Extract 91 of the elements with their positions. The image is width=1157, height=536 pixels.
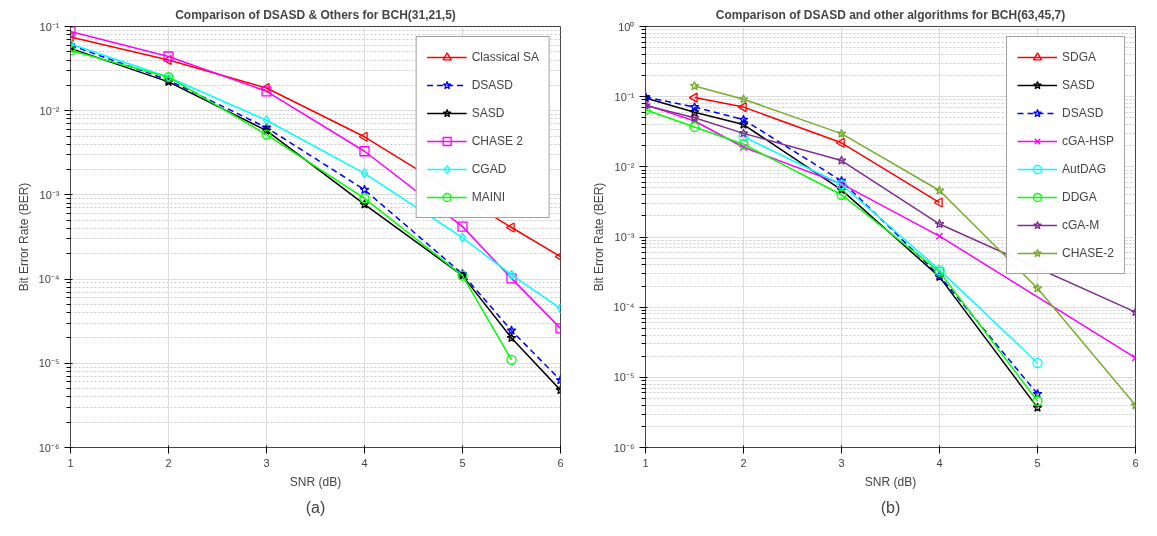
x-tick-label: 5	[1034, 456, 1041, 469]
legend-label: AutDAG	[1061, 162, 1106, 176]
point	[689, 101, 700, 112]
point	[738, 94, 749, 104]
point	[934, 218, 945, 229]
point	[458, 232, 467, 243]
point	[359, 193, 370, 204]
x-tick-label: 3	[263, 456, 270, 469]
point	[506, 332, 517, 343]
y-tick-label: 10⁻²	[39, 104, 60, 117]
point	[1032, 395, 1043, 407]
text: (b)	[880, 498, 901, 516]
legend-label: CHASE 2	[471, 134, 523, 148]
chart-title: Comparison of DSASD & Others for BCH(31,21,5)	[175, 7, 456, 22]
x-tick-label: 2	[165, 456, 172, 469]
point	[163, 51, 174, 62]
text: (a)	[305, 498, 326, 516]
point	[738, 139, 749, 150]
x-axis-title: SNR (dB)	[864, 474, 917, 489]
point	[738, 114, 749, 124]
y-tick-label: 10⁻⁶	[613, 441, 635, 454]
point	[689, 121, 700, 133]
legend-label: DDGA	[1061, 190, 1097, 204]
point	[738, 128, 749, 138]
x-tick-label: 6	[1132, 456, 1139, 469]
point	[360, 168, 369, 179]
y-tick-label: 10⁰	[618, 20, 635, 33]
legend-label: DSASD	[471, 78, 513, 92]
legend-label: MAINI	[471, 190, 505, 204]
point	[933, 197, 943, 208]
point	[359, 199, 370, 209]
legend-label: SASD	[471, 106, 505, 120]
x-tick-label: 4	[936, 456, 943, 469]
point	[689, 112, 700, 123]
y-tick-label: 10⁻¹	[614, 90, 635, 103]
point	[506, 325, 517, 335]
y-tick-label: 10⁻⁵	[38, 357, 60, 370]
y-tick-label: 10⁻⁴	[38, 273, 60, 286]
point	[262, 115, 271, 126]
point	[836, 128, 847, 138]
y-tick-label: 10⁻⁶	[38, 441, 60, 454]
y-tick-label: 10⁻¹	[39, 20, 60, 33]
legend-label: SASD	[1061, 78, 1095, 92]
point	[359, 184, 370, 195]
point	[835, 137, 845, 148]
point	[261, 129, 272, 140]
point	[836, 175, 847, 186]
x-tick-label: 4	[361, 456, 368, 469]
legend-label: Classical SA	[471, 50, 539, 64]
point	[934, 185, 945, 195]
point	[836, 155, 847, 165]
x-tick-label: 6	[557, 456, 564, 469]
point	[935, 232, 944, 240]
y-tick-label: 10⁻²	[614, 160, 635, 173]
legend-label: SDGA	[1061, 50, 1096, 64]
y-tick-label: 10⁻⁵	[613, 371, 635, 384]
point	[836, 189, 847, 200]
x-tick-label: 1	[642, 456, 649, 469]
y-tick-label: 10⁻⁴	[613, 301, 635, 314]
point	[688, 92, 698, 103]
x-axis-title: SNR (dB)	[289, 474, 342, 489]
legend-label: cGA-HSP	[1061, 134, 1114, 148]
legend-label: DSASD	[1061, 106, 1104, 120]
x-tick-label: 5	[459, 456, 466, 469]
point	[507, 269, 516, 281]
point	[1032, 283, 1043, 293]
point	[359, 146, 370, 157]
legend-label: CHASE-2	[1061, 246, 1114, 260]
legend-label: CGAD	[471, 162, 507, 176]
point	[506, 273, 517, 284]
x-tick-label: 2	[740, 456, 747, 469]
point	[505, 222, 515, 233]
y-axis-title: Bit Error Rate (BER)	[591, 182, 606, 292]
point	[689, 80, 700, 91]
point	[738, 131, 749, 142]
point	[506, 354, 517, 365]
point	[358, 131, 368, 142]
x-tick-label: 1	[67, 456, 74, 469]
point	[737, 101, 747, 113]
point	[1032, 402, 1043, 412]
y-tick-label: 10⁻³	[614, 231, 635, 243]
y-tick-label: 10⁻³	[39, 188, 60, 201]
legend-label: cGA-M	[1061, 218, 1100, 232]
point	[836, 184, 847, 195]
point	[261, 86, 272, 97]
point	[1032, 388, 1043, 399]
point	[1032, 357, 1043, 369]
chart-title: Comparison of DSASD and other algorithms for BCH(63,45,7)	[715, 7, 1066, 22]
y-axis-title: Bit Error Rate (BER)	[16, 182, 31, 292]
x-tick-label: 3	[838, 456, 845, 469]
point	[457, 221, 468, 232]
